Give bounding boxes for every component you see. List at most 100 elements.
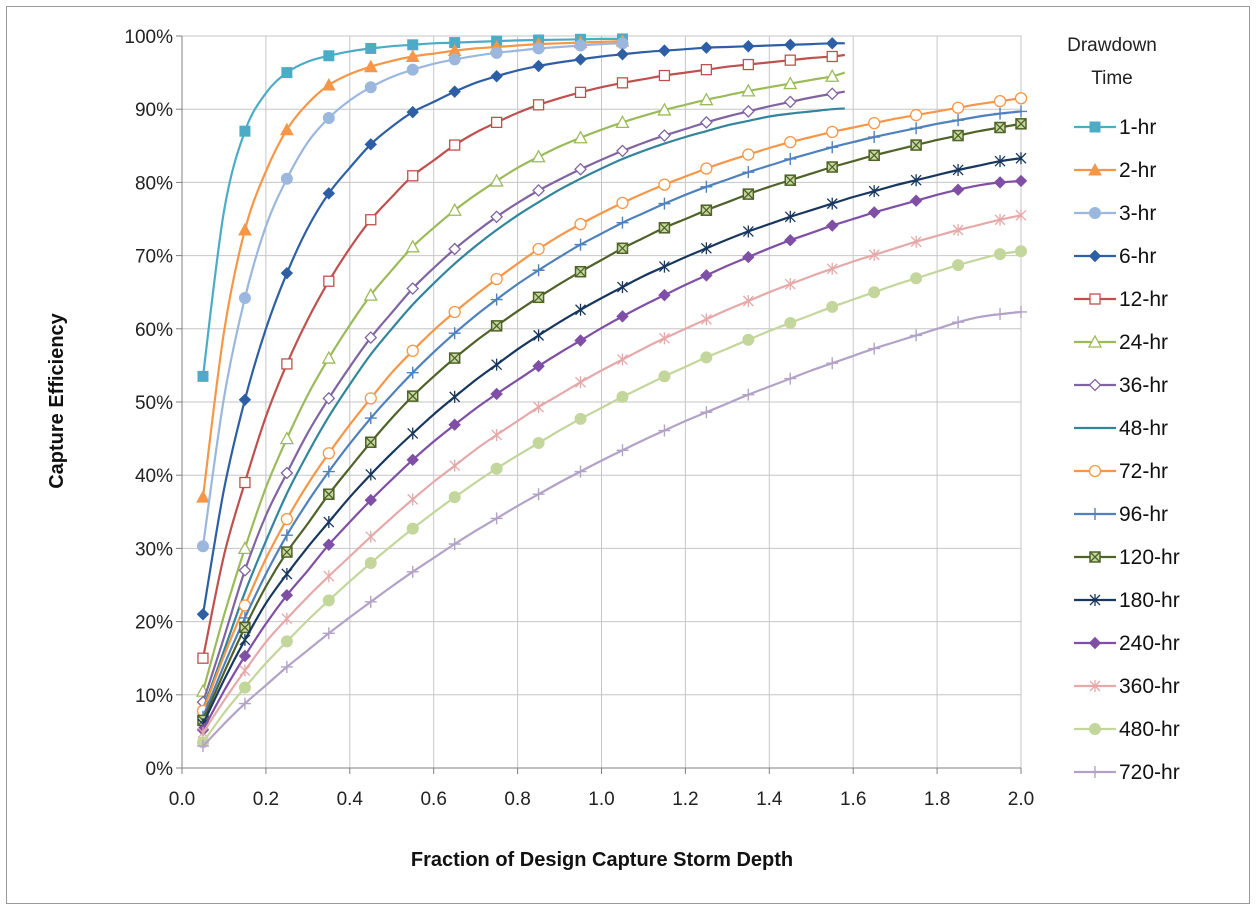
data-point (322, 111, 335, 124)
data-point (532, 291, 545, 304)
data-point (616, 77, 629, 89)
data-point (280, 589, 294, 602)
data-point (406, 366, 419, 379)
data-point-cross (575, 266, 586, 278)
data-point (322, 538, 336, 551)
data-point (952, 163, 964, 176)
y-tick-label: 60% (135, 320, 173, 341)
data-point (490, 272, 503, 286)
data-point (742, 388, 755, 401)
series-120-hr (197, 118, 1027, 727)
series-line (201, 40, 623, 498)
data-point (658, 44, 671, 57)
x-tick-label: 1.4 (756, 789, 783, 810)
series-180-hr (197, 152, 1027, 731)
data-point (490, 116, 503, 129)
series-line (201, 53, 845, 659)
data-point (448, 538, 461, 551)
data-point (490, 462, 503, 475)
data-point (1089, 551, 1101, 563)
data-point (574, 162, 587, 176)
data-point (1015, 209, 1027, 222)
series-line (201, 107, 845, 710)
data-point (784, 174, 797, 186)
data-point (490, 210, 504, 224)
series-240-hr (196, 174, 1028, 737)
data-point-cross (533, 291, 545, 303)
data-point (365, 214, 377, 226)
data-point (489, 173, 504, 187)
data-point (238, 292, 251, 305)
data-point (491, 428, 503, 441)
legend-entry-2-hr: 2-hr (1074, 159, 1156, 182)
data-point (448, 491, 461, 504)
data-point (574, 86, 587, 99)
y-tick-label: 90% (135, 100, 173, 121)
data-point (364, 557, 377, 570)
chart-frame: 0.0 0.2 0.4 0.6 0.8 1.0 1.2 1.4 1.6 1.8 2.0 0% 10% 20… (6, 6, 1250, 904)
data-point (238, 222, 252, 236)
data-point (323, 516, 335, 529)
series-48-hr (201, 107, 845, 710)
data-point (616, 242, 629, 255)
data-point (700, 242, 712, 255)
data-point (1014, 174, 1028, 188)
series-line (202, 214, 1022, 734)
legend-label: 2-hr (1119, 159, 1156, 182)
data-point (826, 197, 838, 210)
data-point (826, 125, 839, 139)
data-point-cross (1089, 551, 1101, 563)
data-point (448, 352, 461, 364)
data-point (952, 129, 964, 142)
data-point (784, 135, 797, 149)
data-point (742, 188, 755, 200)
data-point (405, 49, 420, 62)
data-point (364, 595, 377, 608)
data-point (615, 115, 630, 129)
legend-label: 180-hr (1119, 589, 1180, 612)
x-tick-label: 0.4 (337, 789, 364, 810)
legend-entry-96-hr: 96-hr (1074, 503, 1168, 526)
data-point (449, 459, 461, 472)
data-point (532, 436, 545, 449)
x-tick-label: 2.0 (1008, 789, 1034, 810)
data-point (994, 155, 1006, 168)
data-point (658, 222, 671, 234)
data-point (406, 282, 420, 295)
data-point (280, 266, 294, 280)
data-point (322, 465, 335, 478)
legend-entry-720-hr: 720-hr (1074, 761, 1180, 784)
data-point (700, 269, 713, 282)
data-point (574, 238, 587, 251)
y-tick-label: 0% (146, 759, 174, 780)
data-point (363, 287, 378, 301)
data-point (1088, 378, 1102, 392)
data-point (658, 197, 671, 210)
x-tick-label: 0.6 (420, 789, 446, 810)
series-line (201, 37, 623, 377)
data-point (490, 293, 503, 306)
axis-layer: 0.0 0.2 0.4 0.6 0.8 1.0 1.2 1.4 1.6 1.8 2.0 0% 10% 20… (124, 27, 1034, 810)
legend-entry-360-hr: 360-hr (1074, 675, 1180, 698)
data-point (238, 563, 252, 577)
series-12-hr (197, 50, 845, 664)
data-point-cross (700, 204, 712, 216)
data-point (826, 141, 839, 154)
series-line (201, 122, 1022, 721)
data-point (616, 196, 629, 210)
data-point (826, 161, 838, 173)
y-tick-label: 80% (135, 173, 173, 194)
series-line (202, 310, 1022, 747)
legend-label: 1-hr (1119, 116, 1156, 139)
x-tick-label: 0.0 (169, 789, 195, 810)
data-point (826, 50, 838, 63)
data-point (238, 649, 252, 663)
legend-label: 360-hr (1119, 675, 1180, 698)
data-point (321, 77, 336, 91)
data-point (448, 418, 461, 431)
data-point (868, 116, 881, 130)
data-point (448, 53, 461, 66)
legend-entry-1-hr: 1-hr (1074, 116, 1156, 139)
data-point (322, 187, 336, 200)
data-point (868, 131, 881, 144)
